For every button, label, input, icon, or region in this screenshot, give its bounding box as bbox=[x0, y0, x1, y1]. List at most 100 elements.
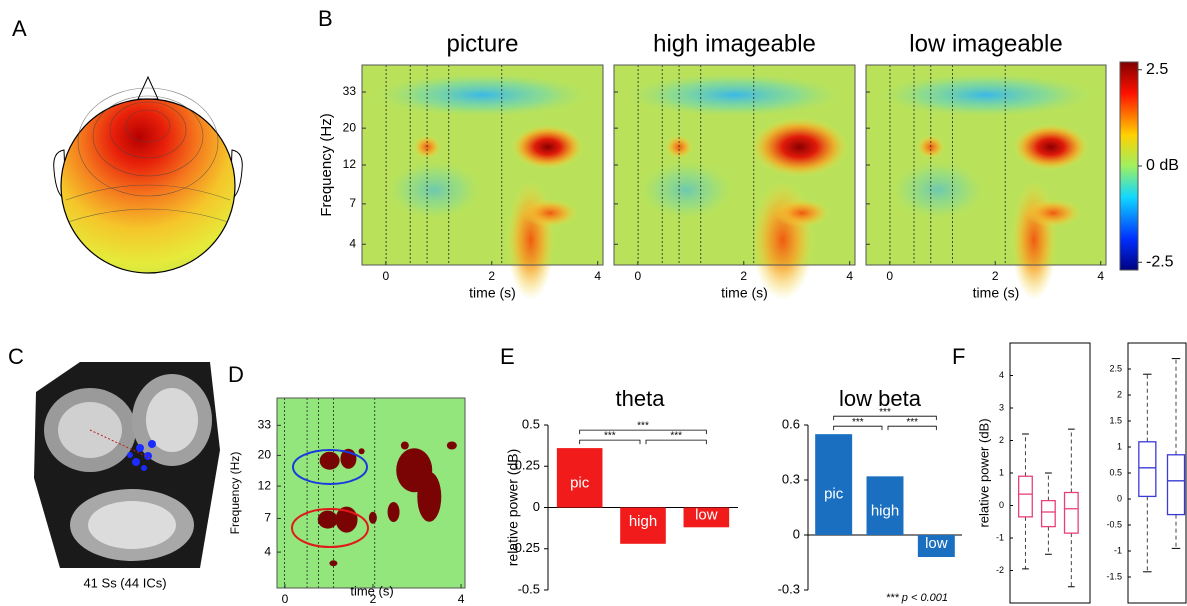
y-tick-label: 0.25 bbox=[515, 458, 540, 473]
sig-cluster bbox=[417, 471, 442, 522]
x-tick-label: 4 bbox=[1097, 269, 1104, 283]
dipoles bbox=[127, 440, 156, 471]
x-tick-label: 0 bbox=[634, 269, 641, 283]
chart-title: theta bbox=[616, 386, 666, 411]
panel-letter: B bbox=[318, 6, 333, 31]
map-title: high imageable bbox=[653, 30, 816, 57]
y-tick-label: 7 bbox=[264, 511, 271, 525]
tf-warm bbox=[773, 199, 830, 227]
contour bbox=[125, 109, 171, 143]
tf-cool bbox=[386, 160, 483, 220]
y-axis-label: relative power (dB) bbox=[505, 449, 521, 567]
y-tick-label: 20 bbox=[343, 120, 357, 134]
tf-hot bbox=[1013, 123, 1089, 171]
bar bbox=[683, 507, 730, 528]
tf-warm bbox=[1011, 180, 1057, 300]
panel-letter: A bbox=[12, 16, 27, 41]
bar bbox=[556, 448, 603, 508]
contour bbox=[65, 184, 231, 201]
sig-bracket bbox=[579, 439, 641, 445]
panel-letter: F bbox=[952, 344, 965, 369]
bar-label: pic bbox=[570, 475, 590, 492]
sig-cluster bbox=[319, 451, 340, 470]
y-tick-label: 4 bbox=[999, 370, 1004, 380]
y-tick-label: 33 bbox=[343, 84, 357, 98]
sig-bracket bbox=[833, 415, 937, 421]
tf-hot bbox=[511, 125, 584, 169]
sig-stars: *** bbox=[906, 417, 918, 428]
contours bbox=[65, 87, 231, 223]
chart-title: low beta bbox=[839, 386, 922, 411]
contour bbox=[67, 208, 229, 223]
box bbox=[1166, 454, 1186, 516]
tf-hot bbox=[750, 117, 849, 177]
tf-map bbox=[865, 64, 1107, 300]
x-tick-label: 4 bbox=[594, 269, 601, 283]
sig-stars: *** bbox=[637, 421, 649, 432]
tf-warm bbox=[521, 199, 578, 227]
x-tick-label: 0 bbox=[282, 592, 289, 606]
panel-letter: D bbox=[228, 362, 244, 387]
y-tick-label: -2 bbox=[996, 565, 1004, 575]
box bbox=[1018, 475, 1033, 518]
colorbar-label: 2.5 bbox=[1146, 61, 1168, 78]
sig-stars: *** bbox=[670, 431, 682, 442]
y-tick-label: 0 bbox=[999, 500, 1004, 510]
y-tick-label: 33 bbox=[258, 417, 272, 431]
sig-frame bbox=[276, 397, 466, 589]
brain-slice bbox=[88, 501, 176, 549]
y-tick-label: 0.5 bbox=[1109, 467, 1122, 477]
y-tick-label: 0.3 bbox=[782, 471, 800, 486]
crosshair bbox=[89, 429, 151, 459]
dipole bbox=[141, 465, 147, 471]
y-tick-label: 0.6 bbox=[782, 416, 800, 431]
highlight-beta bbox=[292, 449, 368, 485]
y-tick-label: 0 bbox=[793, 526, 800, 541]
y-tick-label: -0.5 bbox=[1106, 519, 1122, 529]
dipole bbox=[127, 452, 133, 458]
x-tick-label: 0 bbox=[382, 269, 389, 283]
tf-cool bbox=[878, 73, 1094, 117]
colorbar-label: 0 dB bbox=[1146, 157, 1179, 174]
sig-cluster bbox=[387, 502, 400, 522]
tf-warm bbox=[1025, 199, 1082, 227]
tf-cool bbox=[626, 73, 843, 117]
sig-stars: *** bbox=[852, 417, 864, 428]
bar bbox=[620, 507, 666, 544]
y-tick-label: -0.25 bbox=[510, 540, 540, 555]
map-title: low imageable bbox=[909, 30, 1062, 57]
x-axis-label: time (s) bbox=[469, 285, 516, 301]
sig-bracket bbox=[579, 429, 707, 435]
bar bbox=[815, 434, 853, 535]
y-tick-label: 1 bbox=[999, 467, 1004, 477]
sig-bracket bbox=[887, 425, 937, 431]
highlight-theta bbox=[291, 508, 369, 548]
x-tick-label: 0 bbox=[886, 269, 893, 283]
tf-cool bbox=[638, 160, 735, 220]
x-axis-label: time (s) bbox=[721, 285, 768, 301]
y-axis-label: relative power (dB) bbox=[976, 418, 991, 527]
x-tick-label: 2 bbox=[992, 269, 999, 283]
y-tick-label: 0 bbox=[533, 499, 540, 514]
tf-map bbox=[613, 64, 856, 300]
sig-bracket bbox=[833, 425, 883, 431]
x-tick-label: 2 bbox=[488, 269, 495, 283]
brain-slice bbox=[146, 388, 198, 452]
y-tick-label: 4 bbox=[264, 544, 271, 558]
contour bbox=[77, 87, 219, 197]
box bbox=[1138, 441, 1157, 498]
y-tick-label: 2.5 bbox=[1109, 363, 1122, 373]
bar-label: high bbox=[629, 513, 657, 530]
panel-letter: C bbox=[8, 344, 24, 369]
tf-warm bbox=[751, 180, 814, 300]
contour bbox=[92, 95, 204, 177]
y-tick-label: 1.5 bbox=[1109, 415, 1122, 425]
tf-cool bbox=[374, 73, 591, 117]
sig-cluster bbox=[358, 448, 365, 455]
tf-map bbox=[361, 64, 604, 300]
y-tick-label: -1.5 bbox=[1106, 571, 1122, 581]
sig-stars: *** bbox=[604, 431, 616, 442]
x-tick-label: 4 bbox=[458, 592, 465, 606]
bar bbox=[866, 476, 904, 535]
